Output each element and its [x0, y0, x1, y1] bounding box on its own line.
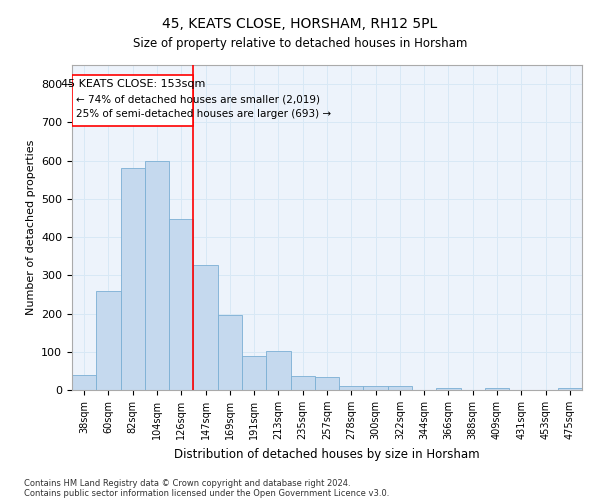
Bar: [121, 168, 145, 390]
Bar: [388, 386, 412, 390]
Bar: [193, 264, 218, 390]
Text: ← 74% of detached houses are smaller (2,019): ← 74% of detached houses are smaller (2,…: [76, 94, 320, 104]
Bar: [96, 290, 121, 390]
Bar: [266, 351, 290, 390]
Bar: [290, 376, 315, 390]
Bar: [485, 388, 509, 390]
Bar: [72, 74, 193, 126]
Text: Contains HM Land Registry data © Crown copyright and database right 2024.: Contains HM Land Registry data © Crown c…: [24, 478, 350, 488]
Bar: [242, 356, 266, 390]
Text: Size of property relative to detached houses in Horsham: Size of property relative to detached ho…: [133, 38, 467, 51]
Text: 45, KEATS CLOSE, HORSHAM, RH12 5PL: 45, KEATS CLOSE, HORSHAM, RH12 5PL: [163, 18, 437, 32]
Bar: [218, 316, 242, 390]
Bar: [72, 376, 96, 390]
Text: 25% of semi-detached houses are larger (693) →: 25% of semi-detached houses are larger (…: [76, 109, 331, 119]
Bar: [145, 160, 169, 390]
X-axis label: Distribution of detached houses by size in Horsham: Distribution of detached houses by size …: [174, 448, 480, 460]
Bar: [339, 386, 364, 390]
Text: Contains public sector information licensed under the Open Government Licence v3: Contains public sector information licen…: [24, 488, 389, 498]
Bar: [364, 386, 388, 390]
Bar: [436, 388, 461, 390]
Y-axis label: Number of detached properties: Number of detached properties: [26, 140, 35, 315]
Text: 45 KEATS CLOSE: 153sqm: 45 KEATS CLOSE: 153sqm: [61, 79, 205, 89]
Bar: [169, 219, 193, 390]
Bar: [315, 376, 339, 390]
Bar: [558, 388, 582, 390]
